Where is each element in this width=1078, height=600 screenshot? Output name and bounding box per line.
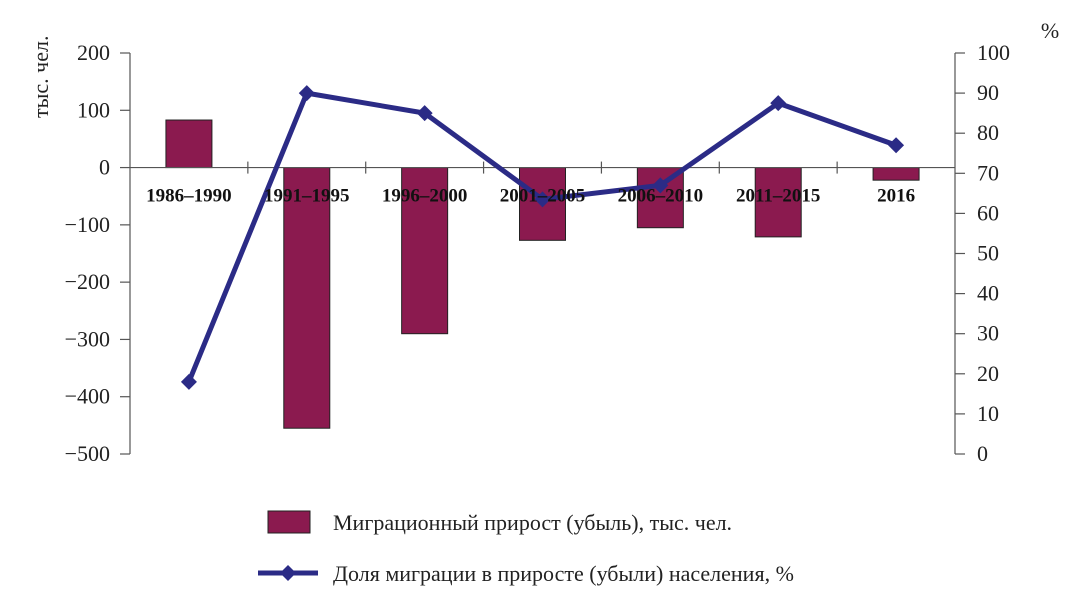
line-point — [534, 191, 551, 208]
left-tick-label: −300 — [65, 326, 110, 351]
left-tick-label: 100 — [77, 97, 110, 122]
line-point — [888, 137, 905, 154]
right-tick-label: 20 — [977, 361, 999, 386]
legend-bar-label: Миграционный прирост (убыль), тыс. чел. — [333, 510, 732, 535]
right-axis-label: % — [1041, 18, 1059, 43]
right-tick-label: 60 — [977, 200, 999, 225]
right-tick-label: 30 — [977, 321, 999, 346]
line-point — [770, 95, 787, 112]
category-label: 2001–2005 — [500, 186, 586, 207]
legend-line-marker — [280, 565, 296, 581]
left-tick-label: −100 — [65, 212, 110, 237]
left-tick-label: −500 — [65, 441, 110, 466]
category-label: 1986–1990 — [146, 186, 232, 207]
left-tick-label: 0 — [99, 155, 110, 180]
right-tick-label: 40 — [977, 281, 999, 306]
right-tick-label: 90 — [977, 80, 999, 105]
zero-axis — [130, 161, 955, 174]
line-point — [652, 177, 669, 194]
right-tick-label: 50 — [977, 241, 999, 266]
bar — [283, 167, 331, 429]
category-label: 2016 — [877, 186, 915, 207]
line-point — [298, 85, 315, 102]
right-tick-label: 100 — [977, 40, 1010, 65]
legend-line-label: Доля миграции в приросте (убыли) населен… — [333, 561, 794, 586]
right-tick-label: 0 — [977, 441, 988, 466]
bar — [754, 167, 802, 238]
right-tick-label: 80 — [977, 120, 999, 145]
left-axis: 200 100 0 −100 −200 −300 −400 −500 — [65, 40, 131, 466]
category-label: 1996–2000 — [382, 186, 468, 207]
right-tick-label: 10 — [977, 401, 999, 426]
left-tick-label: −200 — [65, 269, 110, 294]
category-labels: 1986–1990 1991–1995 1996–2000 2001–2005 2006… — [146, 186, 915, 207]
category-label: 2011–2015 — [736, 186, 820, 207]
bar — [165, 119, 213, 169]
category-label: 2006–2010 — [618, 186, 704, 207]
bar — [872, 167, 920, 181]
line-point — [180, 373, 197, 390]
category-label: 1991–1995 — [264, 186, 350, 207]
line-point — [416, 105, 433, 122]
left-tick-label: −400 — [65, 384, 110, 409]
legend: Миграционный прирост (убыль), тыс. чел. … — [258, 510, 794, 586]
left-tick-label: 200 — [77, 40, 110, 65]
legend-bar-swatch — [267, 510, 311, 534]
line-series — [180, 85, 905, 390]
right-tick-label: 70 — [977, 160, 999, 185]
left-axis-label: тыс. чел. — [28, 36, 53, 118]
